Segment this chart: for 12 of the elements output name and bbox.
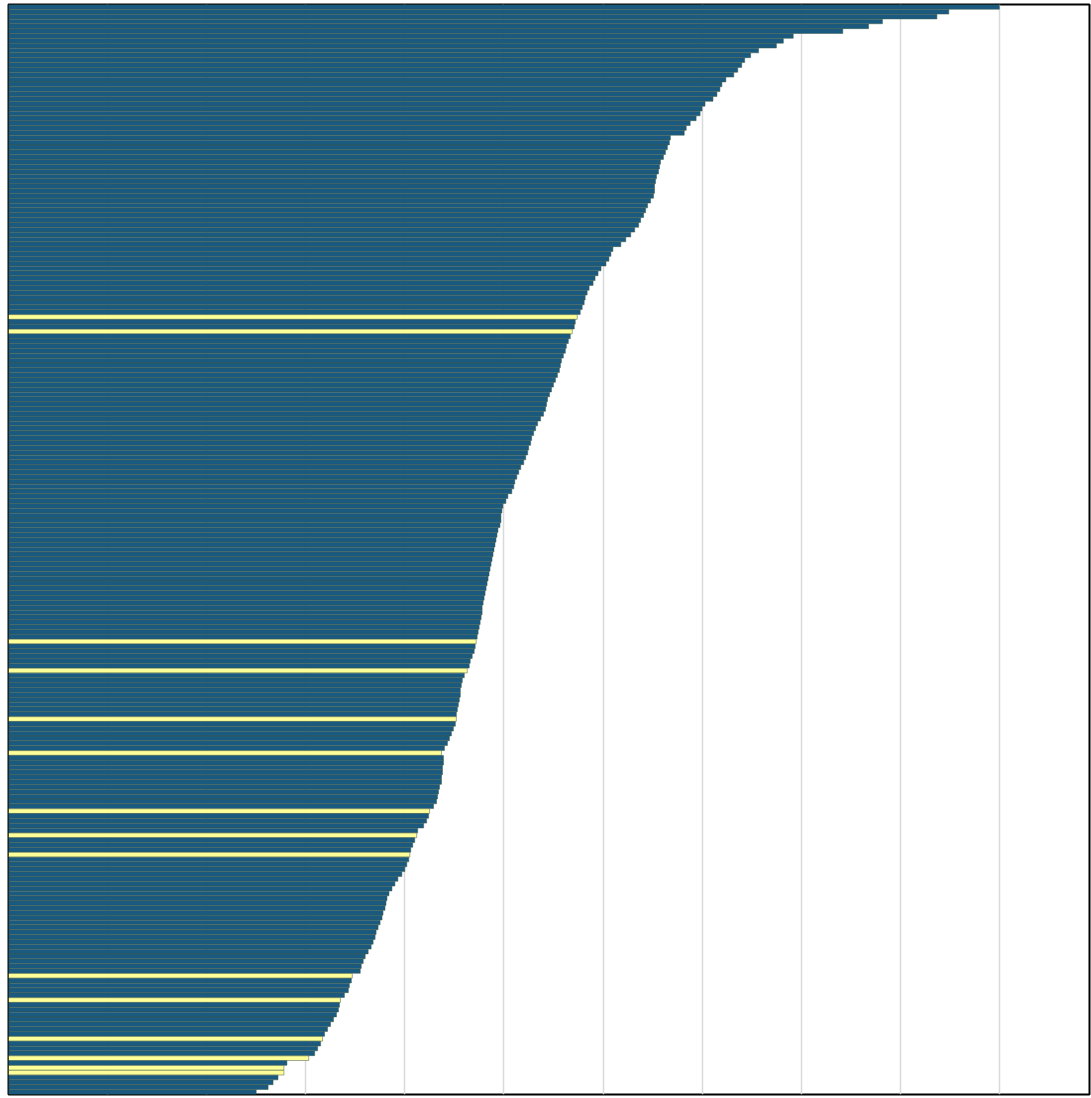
bar (8, 517, 502, 524)
bar (8, 735, 450, 742)
bar (8, 890, 390, 897)
bar (8, 953, 366, 960)
bar (8, 769, 443, 775)
bar (8, 178, 656, 184)
bar (8, 706, 458, 712)
bar (8, 454, 526, 461)
bar (8, 299, 585, 306)
bar (8, 236, 627, 243)
bar (8, 81, 723, 88)
bar (8, 672, 465, 679)
